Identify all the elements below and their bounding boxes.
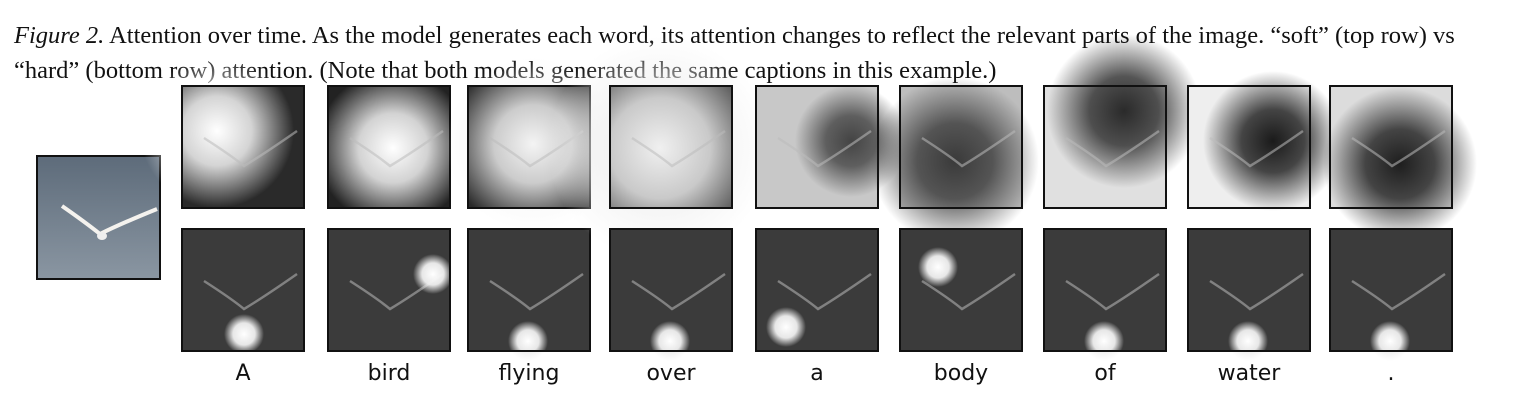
hard-attention-map: [755, 228, 879, 352]
map-frame: [899, 85, 1023, 209]
bird: [921, 129, 1016, 168]
caption-word: a: [810, 361, 823, 386]
caption-word: water: [1218, 361, 1282, 386]
bird: [921, 272, 1016, 311]
map-frame: [1329, 85, 1453, 209]
map-background: [900, 229, 1022, 351]
caption-word: A: [235, 361, 250, 386]
map-frame: [609, 228, 733, 352]
attention-blob: [316, 71, 470, 225]
bird: [631, 129, 726, 168]
attention-spot: [508, 321, 548, 361]
map-frame: [181, 228, 305, 352]
map-frame: [1187, 85, 1311, 209]
attention-blob: [140, 54, 294, 208]
bird: [203, 129, 298, 168]
map-frame: [1043, 85, 1167, 209]
attention-blob: [1203, 71, 1343, 211]
caption-word: body: [934, 361, 988, 386]
map-frame: [181, 85, 305, 209]
caption-word: of: [1094, 361, 1116, 386]
soft-attention-map: [140, 54, 305, 209]
map-frame: [467, 228, 591, 352]
bird: [777, 129, 872, 168]
bird: [1209, 272, 1304, 311]
soft-attention-map: [871, 77, 1039, 245]
caption-word: bird: [368, 361, 411, 386]
figure-caption: Figure 2. Attention over time. As the mo…: [14, 18, 1514, 88]
hard-attention-map: [609, 228, 733, 361]
soft-attention-map: [548, 36, 772, 260]
caption-text: Attention over time. As the model genera…: [14, 22, 1455, 84]
original-image: [36, 155, 161, 280]
bird: [631, 272, 726, 311]
caption-word: over: [646, 361, 696, 386]
attention-spot: [1370, 321, 1410, 361]
bird: [1065, 272, 1160, 311]
map-frame: [899, 228, 1023, 352]
map-frame: [1043, 228, 1167, 352]
map-frame: [327, 228, 451, 352]
attention-spot: [1084, 321, 1124, 361]
hard-attention-map: [467, 228, 591, 361]
soft-attention-map: [316, 71, 470, 225]
hard-attention-map: [1043, 228, 1167, 361]
bird: [203, 272, 298, 311]
bird: [1351, 129, 1446, 168]
map-frame: [609, 85, 733, 209]
caption-label: Figure 2.: [14, 22, 105, 49]
map-frame: [1329, 228, 1453, 352]
attention-blob: [1323, 87, 1477, 241]
attention-spot: [766, 307, 806, 347]
attention-spot: [918, 247, 958, 287]
hard-attention-map: [181, 228, 305, 354]
caption-word: .: [1388, 361, 1395, 386]
bird: [349, 129, 444, 168]
bird: [1351, 272, 1446, 311]
bird: [489, 272, 584, 311]
map-frame: [1187, 228, 1311, 352]
bird: [1209, 129, 1304, 168]
soft-attention-map: [1323, 85, 1477, 241]
bird: [1065, 129, 1160, 168]
hard-attention-map: [327, 228, 453, 352]
soft-attention-map: [1043, 34, 1201, 209]
bird-body: [97, 232, 107, 240]
map-frame: [755, 228, 879, 352]
attention-spot: [413, 254, 453, 294]
attention-spot: [224, 314, 264, 354]
bird: [777, 272, 872, 311]
hard-attention-map: [899, 228, 1023, 352]
caption-word: flying: [499, 361, 560, 386]
soft-attention-map: [1187, 71, 1343, 211]
attention-blob: [548, 36, 772, 260]
attention-spot: [650, 321, 690, 361]
attention-blob: [1047, 34, 1201, 188]
hard-attention-map: [1187, 228, 1311, 361]
hard-attention-map: [1329, 228, 1453, 361]
attention-spot: [1228, 321, 1268, 361]
